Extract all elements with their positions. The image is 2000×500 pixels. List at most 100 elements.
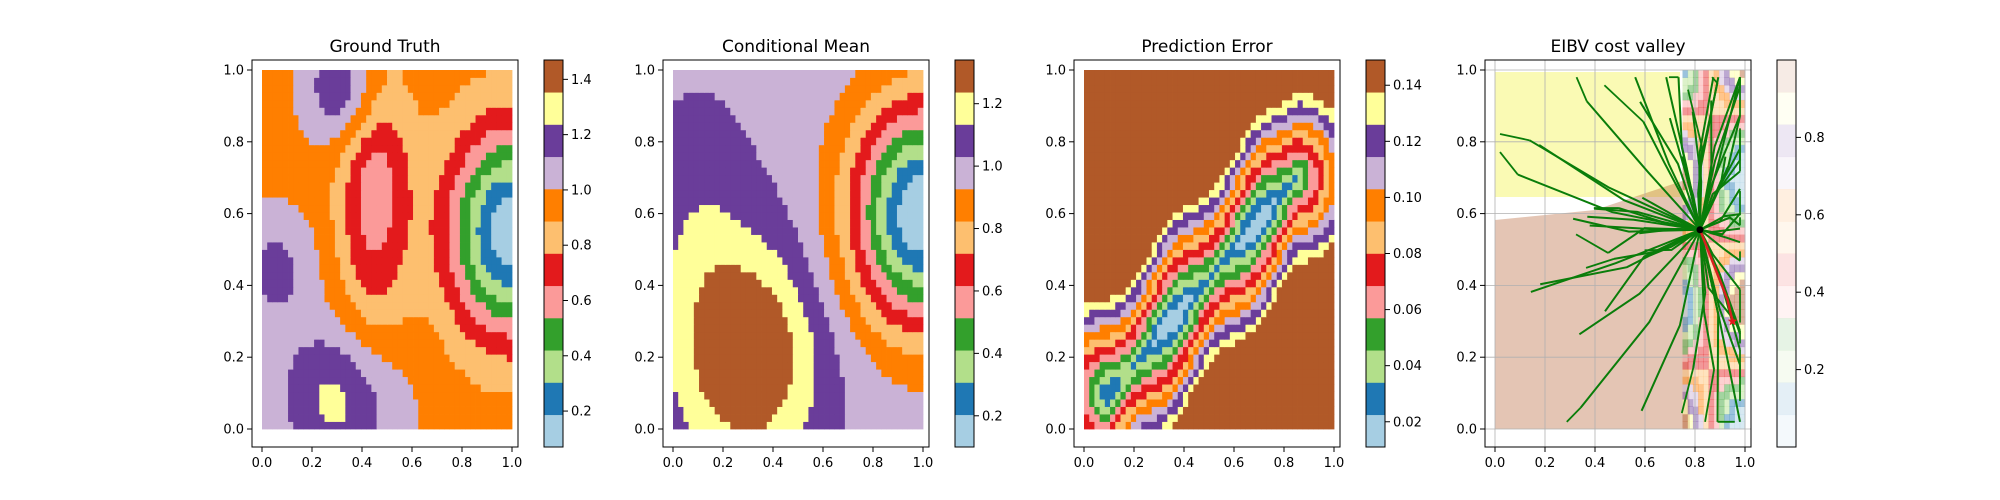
heatmap-cell — [688, 249, 695, 258]
heatmap-cell — [777, 84, 783, 93]
heatmap-cell — [496, 309, 502, 318]
heatmap-cell — [834, 234, 841, 243]
heatmap-cell — [761, 219, 768, 228]
heatmap-cell — [751, 339, 757, 348]
heatmap-cell — [798, 406, 804, 415]
heatmap-cell — [397, 399, 404, 407]
heatmap-cell — [319, 391, 325, 400]
heatmap-cell — [688, 286, 695, 295]
heatmap-cell — [777, 324, 783, 333]
heatmap-cell — [740, 204, 747, 213]
heatmap-cell — [360, 159, 367, 168]
heatmap-cell — [345, 70, 351, 78]
heatmap-cell — [891, 361, 898, 370]
heatmap-cell — [277, 301, 284, 310]
heatmap-cell — [485, 249, 492, 258]
heatmap-cell — [808, 339, 815, 348]
heatmap-cell — [792, 384, 799, 393]
heatmap-cell — [850, 197, 856, 206]
heatmap-cell — [678, 301, 684, 310]
heatmap-cell — [308, 182, 315, 191]
heatmap-cell — [308, 316, 315, 325]
heatmap-cell — [850, 212, 856, 220]
heatmap-cell — [480, 324, 487, 333]
heatmap-cell — [839, 376, 846, 385]
heatmap-cell — [298, 159, 305, 168]
heatmap-cell — [413, 324, 419, 333]
heatmap-cell — [1219, 384, 1226, 393]
heatmap-cell — [808, 182, 815, 191]
heatmap-cell — [704, 167, 710, 176]
heatmap-cell — [756, 92, 762, 101]
heatmap-cell — [896, 399, 903, 407]
heatmap-cell — [428, 286, 435, 295]
heatmap-cell — [308, 384, 315, 393]
heatmap-cell — [381, 174, 388, 183]
heatmap-cell — [782, 99, 788, 108]
heatmap-cell — [818, 309, 825, 318]
heatmap-cell — [704, 174, 710, 183]
heatmap-cell — [329, 271, 336, 280]
heatmap-cell — [751, 399, 757, 407]
heatmap-cell — [475, 167, 482, 176]
heatmap-cell — [282, 182, 289, 191]
heatmap-cell — [308, 354, 315, 363]
heatmap-cell — [771, 204, 778, 213]
heatmap-cell — [334, 152, 341, 161]
heatmap-cell — [350, 346, 357, 355]
heatmap-cell — [777, 107, 783, 116]
heatmap-cell — [501, 414, 508, 422]
heatmap-cell — [355, 309, 362, 318]
heatmap-cell — [1172, 391, 1179, 400]
colorbar-segment — [955, 318, 974, 351]
heatmap-cell — [371, 354, 377, 363]
heatmap-cell — [1094, 399, 1101, 407]
heatmap-cell — [912, 421, 919, 430]
heatmap-cell — [329, 294, 336, 303]
heatmap-cell — [714, 256, 721, 265]
heatmap-cell — [792, 406, 799, 415]
heatmap-cell — [267, 369, 273, 378]
heatmap-cell — [340, 234, 346, 243]
heatmap-cell — [792, 92, 799, 101]
heatmap-cell — [465, 346, 471, 355]
heatmap-cell — [1110, 406, 1116, 415]
heatmap-cell — [491, 107, 497, 116]
heatmap-cell — [433, 271, 440, 280]
heatmap-cell — [459, 391, 466, 400]
heatmap-cell — [673, 242, 679, 250]
heatmap-cell — [288, 271, 294, 280]
heatmap-cell — [454, 249, 461, 258]
heatmap-cell — [319, 212, 325, 220]
heatmap-cell — [766, 92, 773, 101]
heatmap-cell — [735, 92, 742, 101]
heatmap-cell — [813, 99, 820, 108]
heatmap-cell — [917, 77, 924, 86]
heatmap-cell — [397, 369, 404, 378]
heatmap-cell — [439, 309, 445, 318]
heatmap-cell — [282, 279, 289, 288]
heatmap-cell — [324, 376, 331, 385]
heatmap-cell — [444, 212, 450, 220]
heatmap-cell — [844, 384, 851, 393]
heatmap-cell — [381, 70, 388, 78]
heatmap-cell — [454, 384, 461, 393]
heatmap-cell — [428, 242, 435, 250]
heatmap-cell — [834, 152, 841, 161]
heatmap-cell — [719, 84, 726, 93]
heatmap-cell — [314, 354, 320, 363]
heatmap-cell — [824, 339, 830, 348]
heatmap-cell — [808, 144, 815, 153]
heatmap-cell — [902, 384, 908, 393]
heatmap-cell — [402, 361, 409, 370]
heatmap-cell — [506, 189, 513, 198]
heatmap-cell — [818, 107, 825, 116]
heatmap-cell — [485, 159, 492, 168]
heatmap-cell — [282, 167, 289, 176]
heatmap-cell — [803, 189, 809, 198]
heatmap-cell — [714, 354, 721, 363]
heatmap-cell — [818, 219, 825, 228]
heatmap-cell — [288, 346, 294, 355]
heatmap-cell — [444, 182, 450, 191]
